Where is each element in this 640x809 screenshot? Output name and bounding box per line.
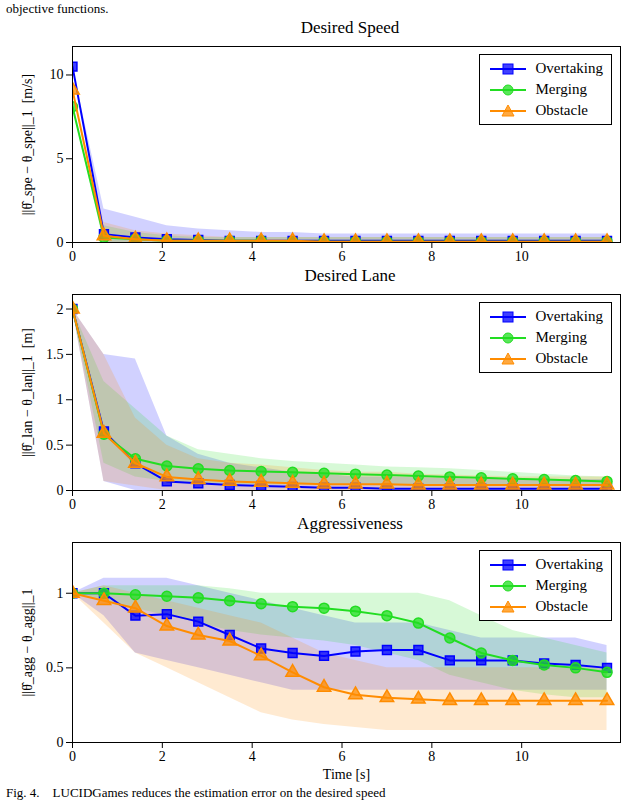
svg-text:8: 8: [428, 497, 435, 512]
svg-text:6: 6: [339, 749, 346, 764]
html-text:Merging: Merging: [535, 577, 587, 593]
html-text:Merging: Merging: [535, 329, 587, 345]
svg-text:Time [s]: Time [s]: [323, 767, 370, 782]
html-text:Overtaking: Overtaking: [535, 60, 603, 76]
svg-text:8: 8: [428, 749, 435, 764]
svg-text:6: 6: [339, 497, 346, 512]
svg-text:0: 0: [69, 497, 76, 512]
svg-text:0: 0: [69, 749, 76, 764]
svg-text:0.5: 0.5: [46, 438, 64, 453]
svg-text:||θ̂_spe − θ_spe||_1 [m/s]: ||θ̂_spe − θ_spe||_1 [m/s]: [20, 74, 35, 215]
svg-text:4: 4: [249, 749, 256, 764]
svg-text:0: 0: [57, 735, 64, 750]
html-text:objective functions.: objective functions.: [6, 1, 109, 16]
svg-text:||θ̂_agg − θ_agg||_1: ||θ̂_agg − θ_agg||_1: [20, 589, 35, 697]
html-text:Merging: Merging: [535, 81, 587, 97]
svg-text:1: 1: [57, 586, 64, 601]
html-text:Desired Lane: Desired Lane: [304, 266, 396, 285]
svg-text:0: 0: [57, 483, 64, 498]
html-text:Obstacle: Obstacle: [535, 598, 588, 614]
html-text:Obstacle: Obstacle: [535, 350, 588, 366]
svg-text:0: 0: [69, 249, 76, 264]
html-text:Overtaking: Overtaking: [535, 308, 603, 324]
svg-text:6: 6: [339, 249, 346, 264]
html-text:Overtaking: Overtaking: [535, 556, 603, 572]
svg-text:||θ̂_lan − θ_lan||_1 [m]: ||θ̂_lan − θ_lan||_1 [m]: [20, 328, 35, 457]
svg-text:2: 2: [159, 249, 166, 264]
svg-text:4: 4: [249, 497, 256, 512]
svg-text:2: 2: [159, 749, 166, 764]
html-text:Aggressiveness: Aggressiveness: [297, 514, 403, 533]
svg-text:10: 10: [50, 67, 64, 82]
svg-text:1: 1: [57, 392, 64, 407]
svg-text:4: 4: [249, 249, 256, 264]
svg-text:2: 2: [57, 301, 64, 316]
html-text:Fig. 4. LUCIDGames reduces the: Fig. 4. LUCIDGames reduces the estimatio…: [6, 785, 386, 800]
svg-text:0.5: 0.5: [46, 660, 64, 675]
html-text:Obstacle: Obstacle: [535, 102, 588, 118]
html-text:Desired Speed: Desired Speed: [300, 18, 400, 37]
svg-text:10: 10: [515, 249, 529, 264]
svg-text:10: 10: [515, 749, 529, 764]
svg-text:2: 2: [159, 497, 166, 512]
svg-text:5: 5: [57, 151, 64, 166]
svg-text:1.5: 1.5: [46, 347, 64, 362]
svg-text:0: 0: [57, 235, 64, 250]
svg-text:10: 10: [515, 497, 529, 512]
svg-text:8: 8: [428, 249, 435, 264]
